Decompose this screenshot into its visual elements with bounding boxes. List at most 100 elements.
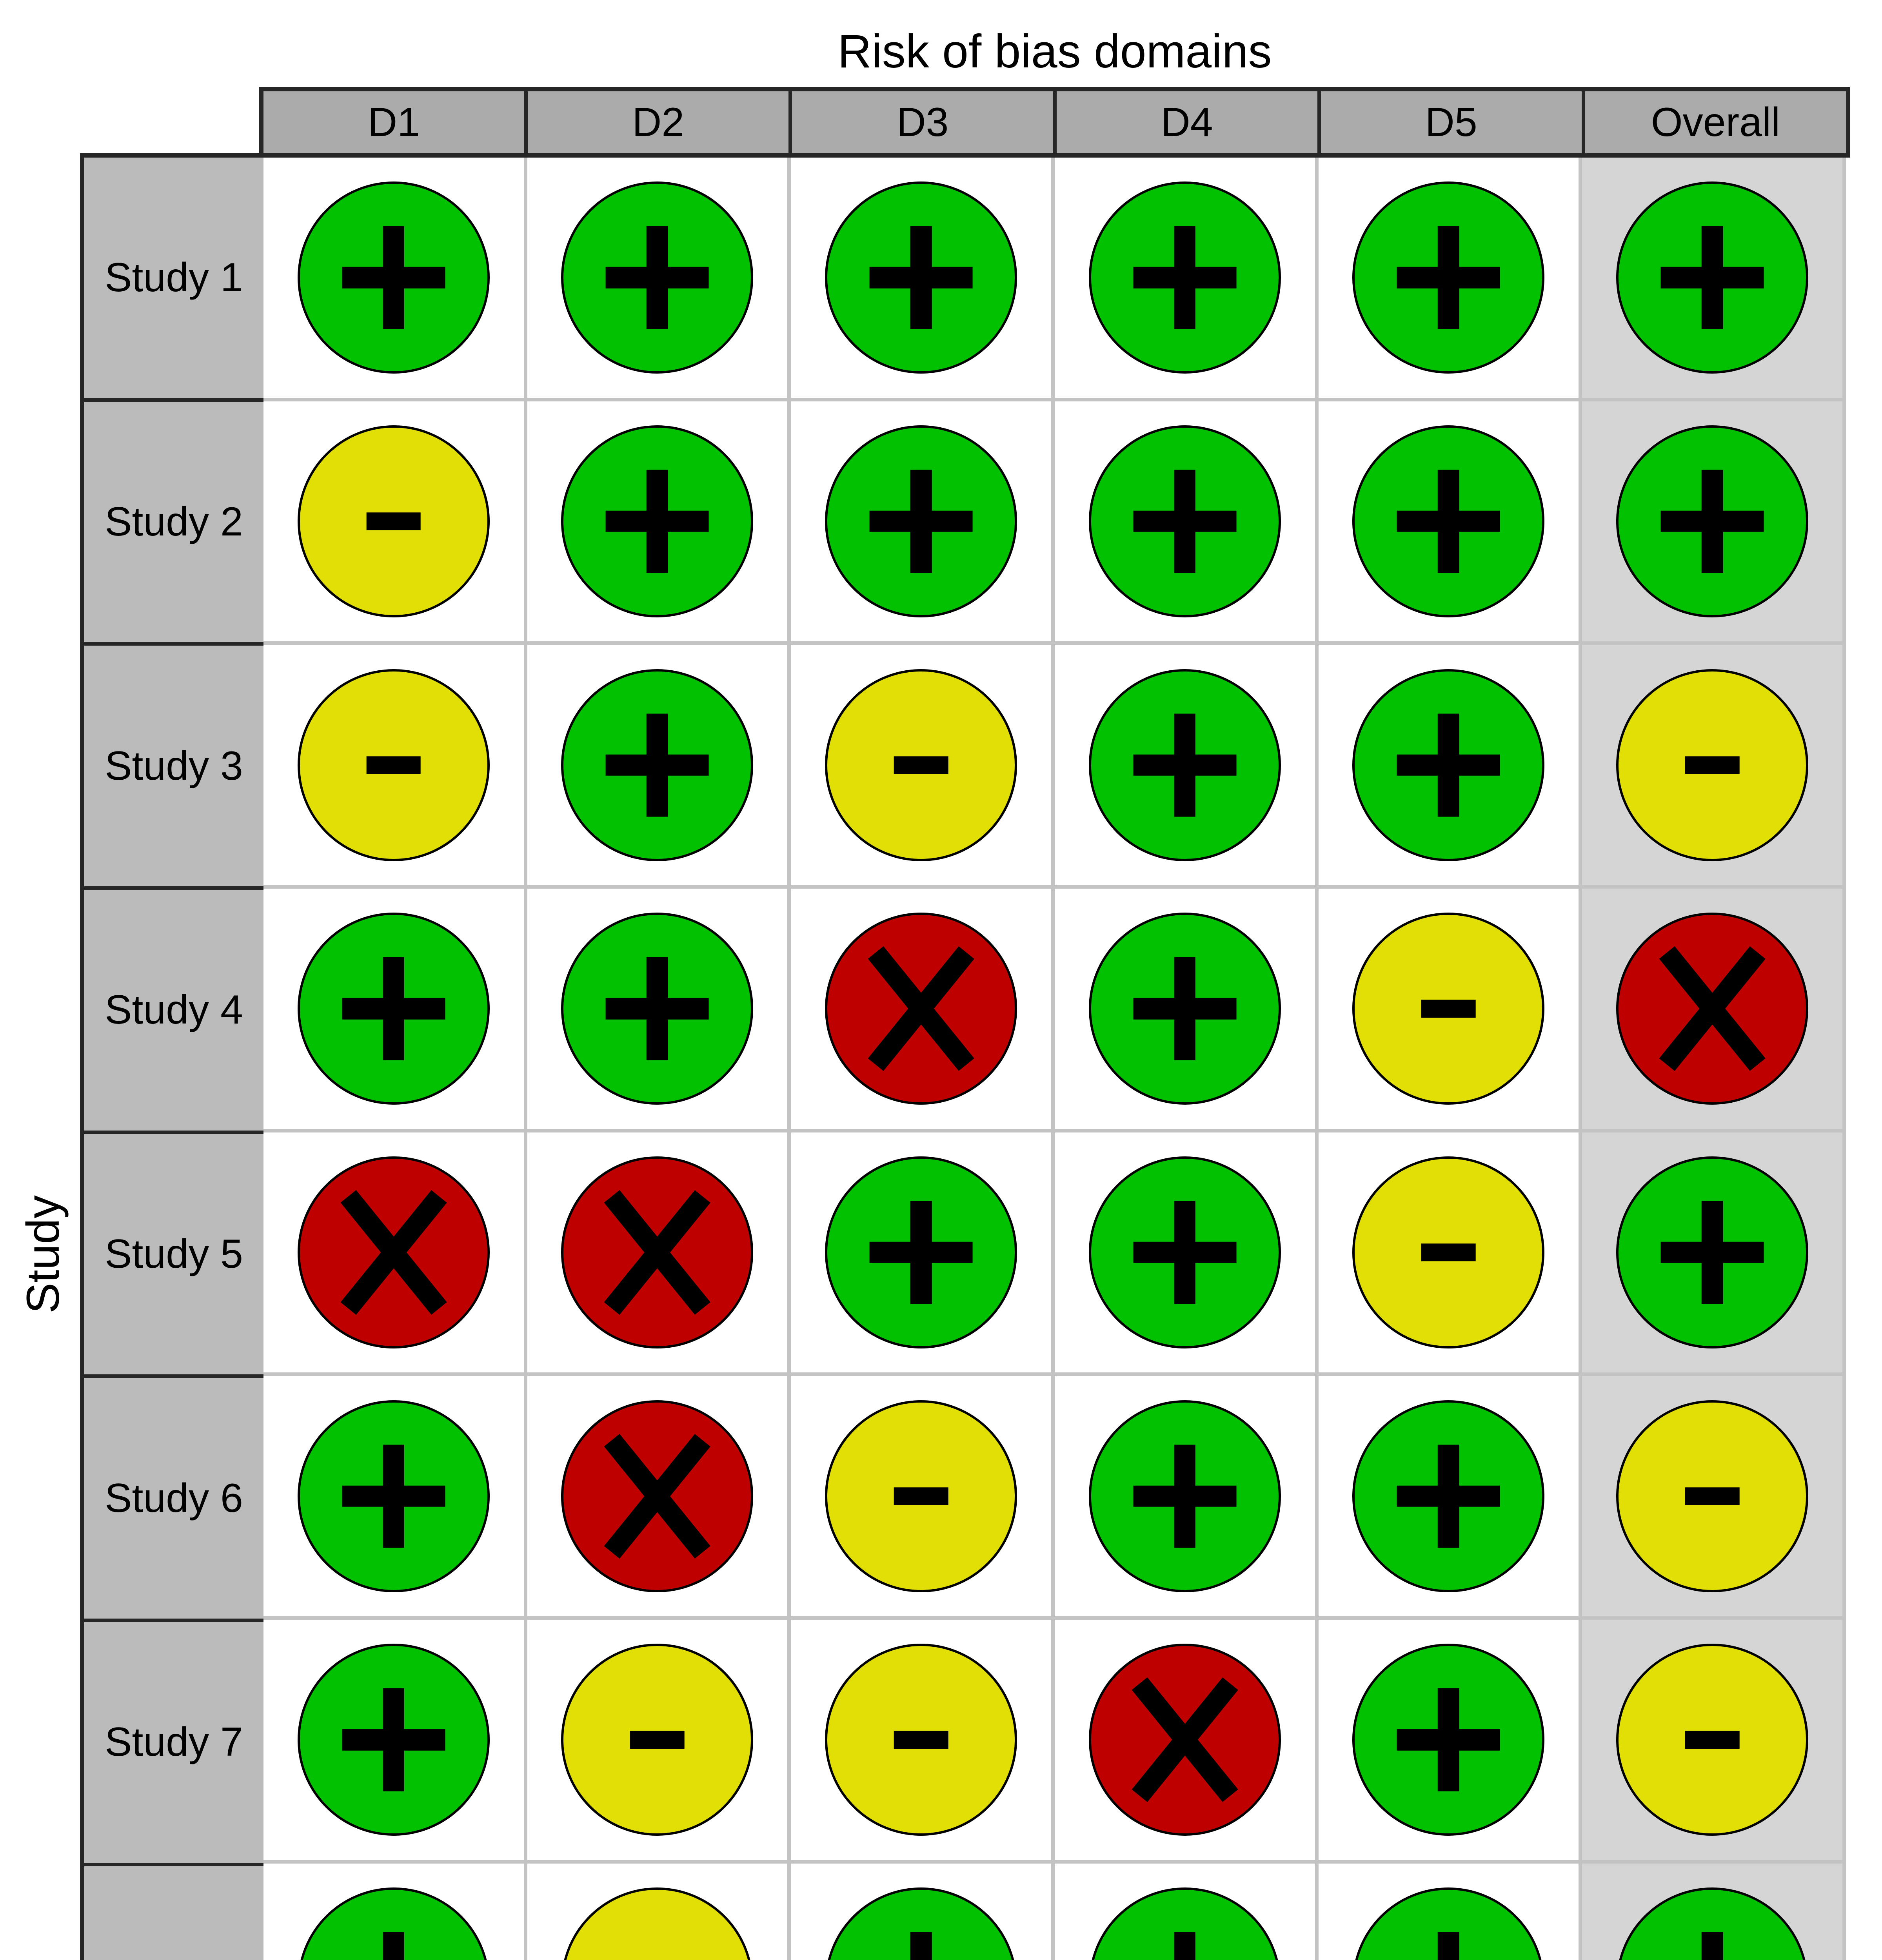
judgement-cell [791,1620,1055,1864]
domain-header-cell: D1 [368,99,420,145]
judgement-grid [263,158,1846,1960]
plus-icon [563,671,751,859]
minus-icon [563,1890,751,1960]
judgement-circle [1352,1887,1545,1960]
x-icon [1619,915,1806,1102]
judgement-circle [825,181,1017,374]
judgement-circle [297,1400,490,1592]
minus-icon [1619,1403,1806,1590]
judgement-circle [1088,913,1281,1105]
minus-icon [1355,1159,1542,1346]
judgement-cell [1318,645,1582,889]
judgement-circle [1352,1156,1545,1348]
judgement-cell [527,1376,791,1620]
plus-icon [1091,428,1279,615]
judgement-cell [1318,1863,1582,1960]
judgement-cell [263,401,527,645]
plus-icon [1091,1159,1279,1346]
plus-icon [300,1403,487,1590]
x-icon [1091,1646,1279,1833]
plus-icon [827,1159,1015,1346]
judgement-cell [527,1620,791,1864]
plus-icon [1355,184,1542,371]
plus-icon [1355,428,1542,615]
judgement-circle [561,425,754,617]
plus-icon [1091,1403,1279,1590]
study-label: Study 7 [84,1619,263,1863]
judgement-cell [263,645,527,889]
judgement-circle [825,425,1017,617]
plus-icon [300,915,487,1102]
judgement-circle [1088,669,1281,861]
plot-title: Risk of bias domains [837,25,1272,78]
study-label: Study 5 [84,1130,263,1375]
judgement-circle [1616,1156,1809,1348]
judgement-circle [825,1400,1017,1592]
judgement-circle [561,669,754,861]
judgement-circle [825,1156,1017,1348]
minus-icon [563,1646,751,1833]
study-label: Study 2 [84,398,263,642]
judgement-cell [791,401,1055,645]
judgement-circle [1352,669,1545,861]
judgement-cell [1582,645,1846,889]
judgement-circle [297,669,490,861]
minus-icon [300,428,487,615]
study-label: Study 8 [84,1862,263,1960]
judgement-circle [1616,1400,1809,1592]
judgement-cell [1318,1620,1582,1864]
judgement-cell [1055,1132,1319,1376]
judgement-circle [561,1156,754,1348]
judgement-circle [1352,425,1545,617]
judgement-circle [1616,1887,1809,1960]
plus-icon [1619,1159,1806,1346]
judgement-circle [1616,669,1809,861]
judgement-cell [1055,1863,1319,1960]
judgement-circle [1352,1400,1545,1592]
plus-icon [827,1890,1015,1960]
judgement-circle [297,1887,490,1960]
judgement-cell [263,889,527,1132]
study-label: Study 3 [84,642,263,886]
judgement-circle [297,181,490,374]
judgement-cell [791,1863,1055,1960]
judgement-circle [1088,181,1281,374]
judgement-circle [1352,181,1545,374]
judgement-cell [1582,1132,1846,1376]
plus-icon [1619,184,1806,371]
y-axis-label: Study [17,1195,69,1314]
judgement-cell [1318,889,1582,1132]
plus-icon [1619,1890,1806,1960]
judgement-circle [561,1400,754,1592]
plus-icon [1355,1646,1542,1833]
judgement-circle [297,1644,490,1836]
judgement-circle [561,1644,754,1836]
judgement-cell [263,1620,527,1864]
plus-icon [300,184,487,371]
minus-icon [1619,1646,1806,1833]
judgement-cell [1055,158,1319,401]
judgement-circle [561,913,754,1105]
judgement-circle [1088,1156,1281,1348]
judgement-cell [527,158,791,401]
judgement-cell [263,1376,527,1620]
judgement-cell [1582,401,1846,645]
minus-icon [300,671,487,859]
plus-icon [1355,671,1542,859]
domain-header-cell: D5 [1317,91,1582,153]
judgement-cell [1318,1132,1582,1376]
domain-header-cell: D2 [524,91,788,153]
judgement-circle [561,181,754,374]
plus-icon [1619,428,1806,615]
judgement-cell [1318,1376,1582,1620]
judgement-cell [791,1376,1055,1620]
x-icon [300,1159,487,1346]
x-icon [563,1403,751,1590]
x-icon [563,1159,751,1346]
judgement-cell [527,889,791,1132]
judgement-circle [825,913,1017,1105]
judgement-cell [1582,889,1846,1132]
judgement-cell [263,1863,527,1960]
judgement-circle [1352,913,1545,1105]
